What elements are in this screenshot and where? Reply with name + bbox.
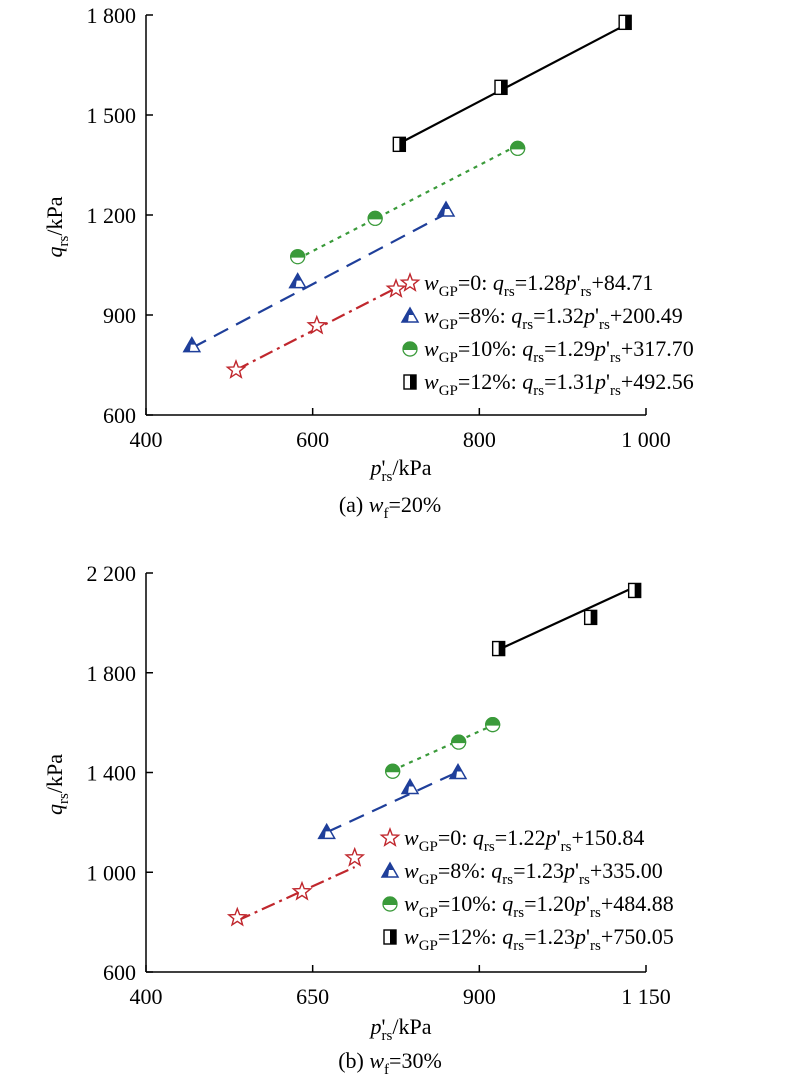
series-wGP=8%: [317, 762, 468, 840]
legend-label: wGP=8%: qrs=1.23p'rs+335.00: [404, 858, 663, 888]
x-tick-label: 1 000: [621, 427, 671, 452]
chart-caption: (a) wf=20%: [339, 492, 441, 522]
data-point: [491, 640, 506, 657]
data-point: [385, 277, 407, 298]
legend-label: wGP=12%: qrs=1.23p'rs+750.05: [404, 924, 674, 954]
data-point: [290, 249, 306, 265]
legend-marker: [379, 826, 401, 847]
data-point: [291, 880, 313, 901]
data-point: [317, 822, 336, 840]
series-wGP=12%: [491, 582, 642, 657]
y-tick-label: 1 500: [87, 103, 137, 128]
data-point: [448, 762, 468, 780]
legend-marker: [403, 374, 417, 390]
x-tick-label: 650: [296, 984, 329, 1009]
y-axis-label: qrs/kPa: [42, 196, 72, 257]
x-tick-label: 600: [296, 427, 329, 452]
legend-marker: [382, 896, 398, 912]
chart-caption: (b) wf=30%: [338, 1048, 442, 1078]
data-point: [583, 609, 598, 626]
data-point: [182, 336, 202, 353]
fit-line: [236, 866, 356, 922]
legend-marker: [380, 861, 400, 878]
x-tick-label: 800: [463, 427, 496, 452]
fit-line: [326, 770, 459, 834]
legend-label: wGP=8%: qrs=1.32p'rs+200.49: [424, 303, 683, 333]
legend-marker: [383, 929, 397, 945]
y-tick-label: 1 800: [87, 661, 137, 686]
y-tick-label: 900: [103, 303, 136, 328]
legend-marker: [402, 341, 418, 357]
x-tick-label: 1 150: [621, 984, 671, 1009]
legend-entry: wGP=12%: qrs=1.23p'rs+750.05: [383, 924, 674, 954]
y-tick-label: 600: [103, 960, 136, 985]
data-point: [385, 763, 401, 779]
data-point: [288, 272, 307, 289]
y-tick-label: 2 200: [87, 561, 137, 586]
y-tick-label: 600: [103, 403, 136, 428]
legend-entry: wGP=12%: qrs=1.31p'rs+492.56: [403, 369, 694, 399]
chart-b: 400 650 900 1 150 600 1 000 1 400 1 800 2 200 p'r…: [42, 561, 674, 1078]
fit-line: [498, 586, 636, 651]
data-point: [226, 906, 248, 927]
data-point: [627, 582, 642, 599]
legend-label: wGP=10%: qrs=1.29p'rs+317.70: [424, 336, 694, 366]
data-point: [306, 314, 328, 335]
x-tick-label: 400: [130, 427, 163, 452]
data-point: [510, 140, 526, 156]
data-point: [225, 358, 247, 379]
legend-entry: wGP=10%: qrs=1.29p'rs+317.70: [402, 336, 694, 366]
fit-line: [191, 212, 447, 349]
legend-entry: wGP=0: qrs=1.28p'rs+84.71: [399, 270, 653, 300]
legend-marker: [400, 306, 420, 323]
legend-label: wGP=12%: qrs=1.31p'rs+492.56: [424, 369, 694, 399]
legend-entry: wGP=8%: qrs=1.32p'rs+200.49: [400, 303, 683, 333]
data-point: [344, 846, 366, 867]
legend-label: wGP=10%: qrs=1.20p'rs+484.88: [404, 891, 674, 921]
x-axis-label: p'rs/kPa: [369, 455, 432, 485]
fit-line: [297, 144, 519, 260]
fit-line: [398, 24, 626, 145]
data-point: [485, 717, 501, 733]
legend-entry: wGP=0: qrs=1.22p'rs+150.84: [379, 825, 644, 855]
legend-entry: wGP=10%: qrs=1.20p'rs+484.88: [382, 891, 674, 921]
data-point: [494, 79, 508, 96]
data-point: [451, 734, 467, 750]
series-wGP=12%: [392, 14, 632, 153]
x-tick-label: 400: [130, 984, 163, 1009]
series-wGP=8%: [182, 200, 456, 353]
y-tick-label: 1 400: [87, 761, 137, 786]
data-point: [392, 136, 407, 153]
data-point: [618, 14, 632, 31]
series-wGP=0: [226, 846, 366, 927]
data-point: [400, 777, 420, 795]
y-tick-label: 1 000: [87, 860, 137, 885]
series-wGP=0: [225, 277, 407, 379]
y-axis-label: qrs/kPa: [42, 754, 72, 815]
x-tick-label: 900: [463, 984, 496, 1009]
x-axis-label: p'rs/kPa: [369, 1014, 432, 1044]
fit-line: [392, 724, 494, 772]
y-tick-label: 1 200: [87, 203, 137, 228]
legend-label: wGP=0: qrs=1.22p'rs+150.84: [404, 825, 644, 855]
data-point: [367, 210, 383, 226]
legend-marker: [399, 271, 421, 292]
series-wGP=10%: [290, 140, 526, 265]
legend-label: wGP=0: qrs=1.28p'rs+84.71: [424, 270, 653, 300]
data-point: [436, 200, 456, 217]
series-wGP=10%: [385, 717, 501, 779]
legend-entry: wGP=8%: qrs=1.23p'rs+335.00: [380, 858, 663, 888]
y-tick-label: 1 800: [87, 3, 137, 28]
